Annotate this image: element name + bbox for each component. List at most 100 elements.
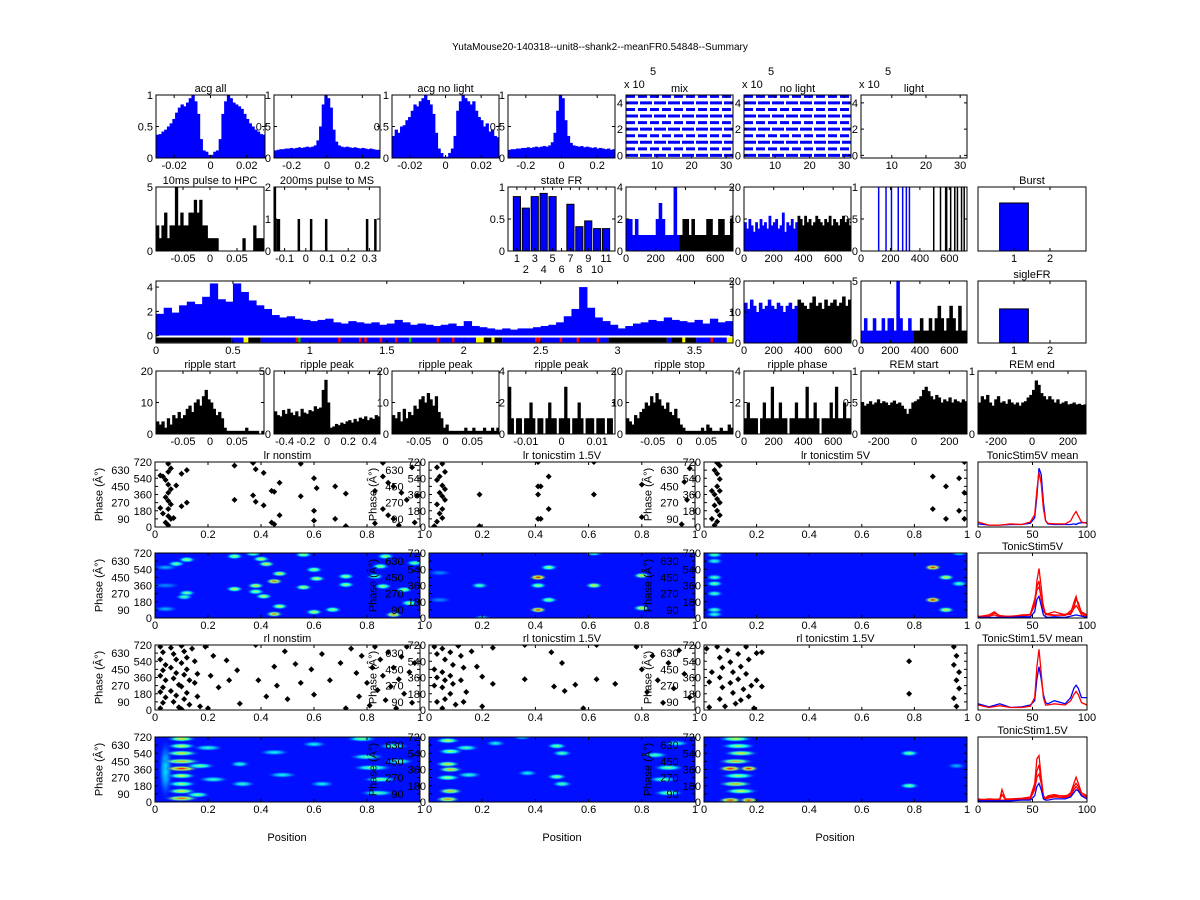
histogram-bar: [927, 391, 931, 434]
histogram-bar: [754, 418, 758, 434]
spike-point: [740, 686, 747, 693]
heatmap-hotspot: [945, 762, 967, 770]
x-tick-label: 1: [692, 529, 698, 541]
histogram-bar: [884, 330, 889, 343]
panel-lr-nonstim-map: 0 0.2 0.4 0.6 0.8 1090180270360450540630720Ph…: [92, 548, 423, 632]
marks: [508, 386, 613, 434]
spike-point: [371, 645, 378, 650]
histogram-bar: [207, 399, 211, 434]
state-event-mark: [358, 337, 362, 343]
heatmap-hotspot: [434, 796, 461, 802]
histogram-bar: [671, 415, 675, 434]
spike-point: [439, 514, 446, 521]
histogram-bar: [667, 235, 672, 251]
heatmap-hotspot: [551, 780, 573, 788]
histogram-bar: [364, 148, 368, 158]
spike-point: [250, 492, 257, 499]
y-tick-label: 180: [683, 689, 701, 701]
histogram-bar: [450, 148, 455, 158]
histogram-bar: [540, 146, 544, 158]
x-tick-label: 200: [765, 345, 783, 357]
histogram-bar: [308, 147, 312, 158]
x-tick-label: 10: [591, 264, 603, 276]
spike-point: [439, 505, 446, 512]
heatmap-hotspot: [429, 596, 453, 604]
histogram-bar: [673, 187, 678, 251]
y-tick-label: 0: [265, 246, 271, 258]
histogram-bar: [425, 324, 434, 336]
spike-point: [433, 477, 440, 484]
state-segment: [608, 337, 667, 343]
y-tick-label: 360: [408, 490, 426, 502]
histogram-bar: [602, 321, 611, 336]
histogram-bar: [590, 147, 595, 158]
heatmap-hotspot: [166, 560, 186, 568]
spike-point: [678, 521, 685, 527]
histogram-bar: [788, 225, 792, 251]
histogram-bar: [593, 147, 597, 158]
spike-point: [260, 502, 267, 509]
axes-frame: [860, 280, 968, 344]
y-tick-label: 450: [385, 756, 403, 768]
histogram-bar: [302, 319, 311, 336]
spike-point: [170, 675, 177, 682]
state-segment: [156, 337, 232, 343]
heatmap-hotspot: [229, 780, 256, 788]
y-axis-label: Phase (Â°): [92, 651, 105, 704]
spike-point: [439, 493, 446, 500]
y-tick-label: 10: [729, 214, 741, 226]
histogram-bar: [350, 147, 355, 158]
heatmap-hotspot: [647, 776, 680, 783]
panel-rl-tonic15-map: 0 0.2 0.4 0.6 0.8 1090180270360450540630720Ph…: [366, 732, 698, 816]
histogram-bar: [311, 411, 315, 434]
histogram-bar: [590, 418, 595, 434]
y-tick-label: 360: [134, 581, 152, 593]
category-bar: [512, 196, 521, 251]
histogram-bar: [579, 287, 588, 336]
histogram-bar: [937, 397, 942, 434]
state-segment: [476, 337, 484, 343]
y-tick-label: 0: [695, 797, 701, 809]
histogram-bar: [289, 147, 294, 158]
heatmap-hotspot: [348, 753, 386, 761]
spike-point: [186, 677, 193, 684]
spike-point: [455, 645, 462, 649]
histogram-bar: [572, 145, 576, 158]
histogram-bar: [833, 219, 836, 251]
histogram-bar: [845, 305, 849, 343]
marks: [626, 95, 733, 157]
x-tick-label: 600: [824, 253, 842, 265]
histogram-bar: [513, 149, 517, 158]
spike-point: [457, 652, 464, 659]
x-tick-label: 0.1: [319, 253, 334, 265]
marks: [861, 386, 967, 434]
heatmap-hotspot: [516, 769, 539, 777]
histogram-bar: [426, 393, 431, 434]
plot-area: [978, 281, 1086, 343]
x-tick-label: 0.8: [359, 712, 374, 724]
x-tick-label: 0.6: [854, 804, 869, 816]
x-tick-label: 1: [964, 620, 970, 632]
histogram-bar: [821, 418, 825, 434]
y-tick-label: 0: [617, 246, 623, 258]
histogram-bar: [836, 305, 840, 343]
histogram-bar: [721, 219, 725, 251]
subplot-title: Burst: [1019, 175, 1045, 187]
spike-point: [711, 467, 718, 474]
y-tick-label: 540: [134, 473, 152, 485]
histogram-bar: [532, 418, 536, 434]
histogram-bar: [279, 149, 283, 158]
histogram-bar: [410, 415, 414, 434]
spike-point: [273, 682, 280, 689]
x-tick-label: 0.2: [200, 529, 215, 541]
y-tick-label: 180: [683, 506, 701, 518]
marks: [157, 462, 420, 527]
histogram-bar: [978, 402, 982, 434]
spike-point: [231, 462, 238, 469]
histogram-bar: [806, 222, 810, 251]
y-tick-label: 450: [111, 481, 129, 493]
spike-point: [191, 658, 198, 665]
histogram-bar: [185, 225, 189, 251]
